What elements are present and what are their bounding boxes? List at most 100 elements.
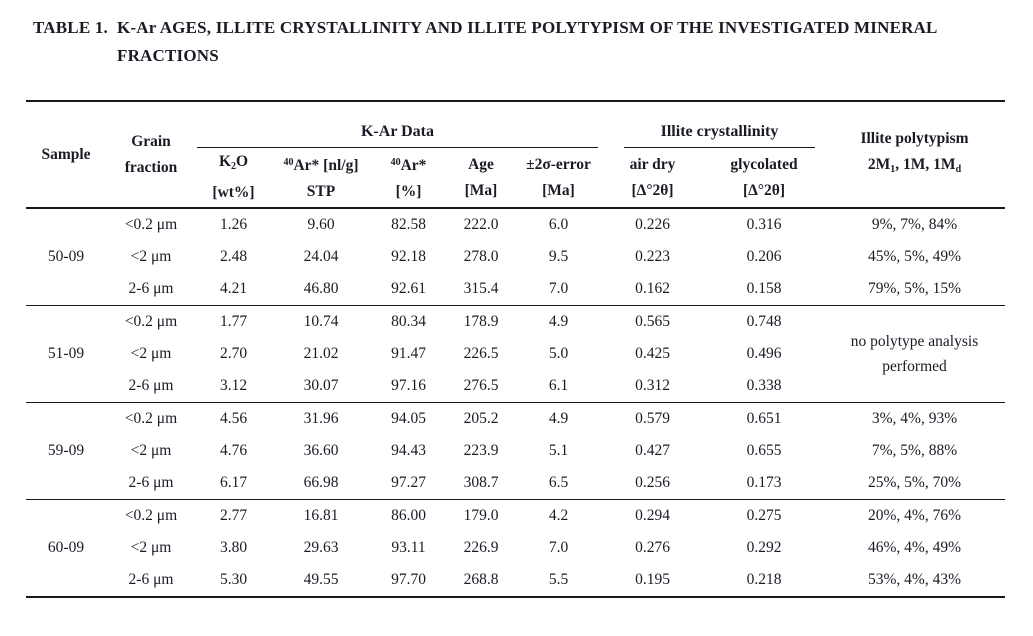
- cell-ar-nlg: 46.80: [303, 280, 339, 297]
- cell-ar-pct: 97.16: [391, 377, 426, 394]
- cell-ar-pct: 92.61: [391, 280, 426, 297]
- cell-k2o: 4.76: [219, 442, 248, 459]
- cell-error: 7.0: [548, 539, 569, 556]
- cell-ar-pct: 80.34: [391, 313, 426, 330]
- sample-group-60-09: 60-09 <0.2 μm 2.77 16.81 86.00 179.0 4.2…: [26, 499, 1006, 598]
- cell-grain-fraction: <0.2 μm: [124, 507, 178, 524]
- cell-grain-fraction: <2 μm: [130, 345, 172, 362]
- cell-error: 4.2: [548, 507, 569, 524]
- cell-error: 6.0: [548, 216, 569, 233]
- cell-air-dry: 0.276: [635, 539, 670, 556]
- cell-ar-nlg: 49.55: [303, 571, 339, 588]
- cell-air-dry: 0.312: [635, 377, 670, 394]
- cell-ar-nlg: 21.02: [303, 345, 339, 362]
- cell-k2o: 5.30: [219, 571, 248, 588]
- cell-error: 6.1: [548, 377, 569, 394]
- spanner-kar-data: K-Ar Data: [196, 101, 601, 148]
- sample-group-50-09: 50-09 <0.2 μm 1.26 9.60 82.58 222.0 6.0 …: [26, 208, 1006, 306]
- cell-glycolated: 0.655: [746, 442, 782, 459]
- cell-ar-pct: 97.27: [391, 474, 426, 491]
- cell-age: 308.7: [463, 474, 499, 491]
- cell-k2o: 6.17: [219, 474, 248, 491]
- ar-nlg-formula: 40Ar* [nl/g]: [283, 157, 359, 174]
- sample-group-59-09: 59-09 <0.2 μm 4.56 31.96 94.05 205.2 4.9…: [26, 402, 1006, 500]
- cell-ar-nlg: 16.81: [303, 507, 339, 524]
- cell-polytypism: 9%, 7%, 84%: [871, 216, 958, 233]
- cell-polytypism: 20%, 4%, 76%: [868, 507, 962, 524]
- cell-age: 226.9: [463, 539, 499, 556]
- polytypism-line1: Illite polytypism: [860, 130, 969, 147]
- spanner-kar-label: K-Ar Data: [197, 123, 598, 148]
- cell-sample: 59-09: [47, 442, 85, 459]
- cell-age: 278.0: [463, 248, 499, 265]
- table-row: 50-09 <0.2 μm 1.26 9.60 82.58 222.0 6.0 …: [26, 208, 1005, 265]
- cell-grain-fraction: 2-6 μm: [128, 474, 174, 491]
- table-row: 59-09 <0.2 μm 4.56 31.96 94.05 205.2 4.9…: [26, 403, 1005, 459]
- cell-k2o: 2.70: [219, 345, 248, 362]
- cell-grain-fraction: <0.2 μm: [124, 313, 178, 330]
- cell-polytypism: 7%, 5%, 88%: [871, 442, 958, 459]
- cell-k2o: 2.48: [219, 248, 248, 265]
- error-unit: [Ma]: [542, 181, 575, 199]
- cell-error: 9.5: [548, 248, 569, 265]
- table-row: <2 μm 3.80 29.63 93.11 226.9 7.0 0.276 0…: [26, 532, 1005, 564]
- cell-age: 268.8: [463, 571, 499, 588]
- cell-age: 205.2: [463, 410, 499, 427]
- cell-ar-pct: 93.11: [391, 539, 426, 556]
- cell-polytypism: 79%, 5%, 15%: [868, 280, 962, 297]
- cell-age: 276.5: [463, 377, 499, 394]
- cell-glycolated: 0.316: [746, 216, 782, 233]
- cell-polytypism-note: no polytype analysis performed: [850, 333, 979, 375]
- cell-glycolated: 0.275: [746, 507, 782, 524]
- col-header-age: Age [Ma]: [446, 148, 516, 208]
- grain-line1: Grain: [131, 132, 171, 150]
- table-caption: TABLE 1. K-Ar AGES, ILLITE CRYSTALLINITY…: [33, 14, 938, 70]
- col-header-illite-polytypism: Illite polytypism 2M1, 1M, 1Md: [824, 101, 1005, 208]
- cell-error: 5.1: [548, 442, 569, 459]
- col-header-grain-fraction: Grain fraction: [106, 101, 196, 208]
- cell-k2o: 3.80: [219, 539, 248, 556]
- cell-ar-nlg: 29.63: [303, 539, 339, 556]
- k2o-unit: [wt%]: [212, 184, 255, 201]
- cell-ar-pct: 97.70: [391, 571, 426, 588]
- table-row: 2-6 μm 6.17 66.98 97.27 308.7 6.5 0.256 …: [26, 467, 1005, 500]
- cell-age: 222.0: [463, 216, 499, 233]
- cell-error: 4.9: [548, 410, 569, 427]
- cell-ar-pct: 94.43: [391, 442, 426, 459]
- cell-age: 178.9: [463, 313, 499, 330]
- cell-grain-fraction: 2-6 μm: [128, 571, 174, 588]
- col-header-k2o: K2O [wt%]: [196, 148, 271, 208]
- cell-error: 4.9: [548, 313, 569, 330]
- cell-grain-fraction: <2 μm: [130, 539, 172, 556]
- k2o-formula: K2O: [218, 153, 249, 172]
- cell-ar-pct: 94.05: [391, 410, 426, 427]
- cell-air-dry: 0.425: [635, 345, 670, 362]
- cell-glycolated: 0.158: [746, 280, 782, 297]
- table-caption-line2: FRACTIONS: [116, 46, 219, 65]
- cell-air-dry: 0.195: [635, 571, 670, 588]
- cell-polytypism: 53%, 4%, 43%: [868, 571, 962, 588]
- age-unit: [Ma]: [464, 181, 498, 199]
- cell-ar-pct: 92.18: [391, 248, 426, 265]
- ar-pct-unit: [%]: [395, 183, 422, 200]
- cell-error: 7.0: [548, 280, 569, 297]
- cell-age: 315.4: [463, 280, 499, 297]
- col-header-error: ±2σ-error [Ma]: [516, 148, 601, 208]
- cell-ar-nlg: 30.07: [303, 377, 339, 394]
- cell-air-dry: 0.579: [635, 410, 670, 427]
- cell-glycolated: 0.338: [746, 377, 782, 394]
- grain-line2: fraction: [124, 158, 178, 176]
- cell-ar-nlg: 66.98: [303, 474, 339, 491]
- cell-ar-nlg: 24.04: [303, 248, 339, 265]
- cell-age: 179.0: [463, 507, 499, 524]
- cell-grain-fraction: <0.2 μm: [124, 410, 178, 427]
- glycolated-unit: [Δ°2θ]: [742, 181, 786, 199]
- cell-error: 5.5: [548, 571, 569, 588]
- cell-air-dry: 0.294: [635, 507, 670, 524]
- cell-k2o: 1.77: [219, 313, 248, 330]
- data-table: Sample Grain fraction K-Ar Data Illite c…: [26, 100, 1006, 598]
- cell-air-dry: 0.565: [635, 313, 670, 330]
- cell-grain-fraction: 2-6 μm: [128, 377, 174, 394]
- table-caption-label: TABLE 1.: [33, 18, 108, 37]
